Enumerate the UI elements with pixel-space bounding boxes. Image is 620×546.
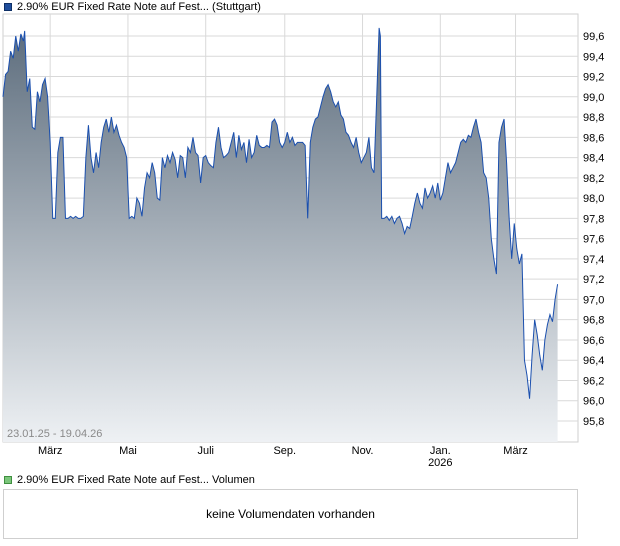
y-tick-label: 99,6 xyxy=(583,31,604,43)
y-tick-label: 97,8 xyxy=(583,213,604,225)
date-range-label: 23.01.25 - 19.04.26 xyxy=(7,428,102,440)
x-tick-label: Mai xyxy=(119,445,137,457)
series-label: 2.90% EUR Fixed Rate Note auf Fest... xyxy=(17,1,209,13)
x-tick-label: Nov. xyxy=(352,445,374,457)
x-tick-label: März xyxy=(38,445,62,457)
y-tick-label: 98,2 xyxy=(583,173,604,185)
volume-legend: 2.90% EUR Fixed Rate Note auf Fest... Vo… xyxy=(4,473,255,487)
x-tick-label: Jan. xyxy=(430,445,451,457)
volume-swatch xyxy=(4,476,12,484)
y-tick-label: 96,4 xyxy=(583,355,604,367)
y-tick-label: 98,8 xyxy=(583,112,604,124)
y-tick-label: 99,4 xyxy=(583,51,604,63)
volume-empty-message: keine Volumendaten vorhanden xyxy=(206,507,375,521)
y-tick-label: 97,6 xyxy=(583,234,604,246)
x-tick-year-label: 2026 xyxy=(428,457,452,469)
price-line xyxy=(2,27,559,399)
y-tick-label: 96,8 xyxy=(583,315,604,327)
x-axis: März Mai Juli Sep. Nov. Jan.2026 März xyxy=(38,445,528,469)
y-tick-label: 97,4 xyxy=(583,254,604,266)
x-tick-label: Sep. xyxy=(273,445,296,457)
x-tick-label: März xyxy=(503,445,527,457)
y-tick-label: 97,2 xyxy=(583,274,604,286)
price-chart: 99,6 99,4 99,2 99,0 98,8 98,6 98,4 98,2 98,0 97,8… xyxy=(2,13,604,469)
y-tick-label: 96,6 xyxy=(583,335,604,347)
volume-series-label: 2.90% EUR Fixed Rate Note auf Fest... xyxy=(17,474,209,486)
price-area xyxy=(3,27,558,442)
series-swatch xyxy=(4,3,12,11)
y-tick-label: 99,2 xyxy=(583,72,604,84)
y-tick-label: 98,4 xyxy=(583,153,604,165)
y-axis: 99,6 99,4 99,2 99,0 98,8 98,6 98,4 98,2 98,0 97,8… xyxy=(583,31,604,428)
volume-suffix: Volumen xyxy=(212,474,255,486)
y-tick-label: 95,8 xyxy=(583,416,604,428)
y-tick-label: 99,0 xyxy=(583,92,604,104)
x-tick-label: Juli xyxy=(197,445,214,457)
volume-panel: keine Volumendaten vorhanden xyxy=(3,489,578,539)
y-tick-label: 98,6 xyxy=(583,132,604,144)
y-tick-label: 97,0 xyxy=(583,294,604,306)
y-tick-label: 96,0 xyxy=(583,396,604,408)
chart-legend: 2.90% EUR Fixed Rate Note auf Fest... (S… xyxy=(4,0,261,14)
y-tick-label: 96,2 xyxy=(583,375,604,387)
exchange-label: (Stuttgart) xyxy=(212,1,261,13)
y-tick-label: 98,0 xyxy=(583,193,604,205)
